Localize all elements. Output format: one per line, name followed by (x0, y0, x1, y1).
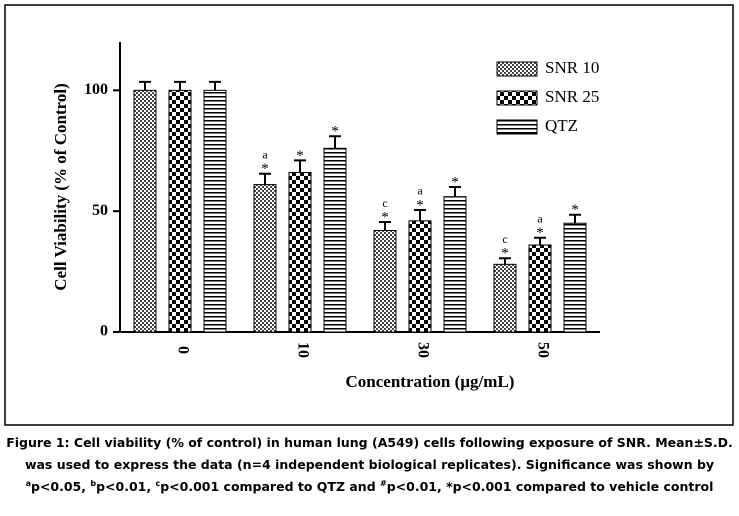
caption-superscript: # (380, 478, 387, 488)
error-bar (379, 221, 391, 231)
legend-swatch (496, 61, 538, 77)
x-tick-label: 0 (174, 346, 191, 354)
error-bar (534, 236, 546, 245)
bar (373, 230, 397, 333)
significance-label: c (502, 232, 507, 246)
bar (493, 263, 517, 333)
significance-label: * (416, 197, 424, 213)
significance-label: * (451, 174, 459, 190)
significance-label: * (501, 246, 509, 262)
y-axis-label: Cell Viability (% of Control) (51, 83, 70, 290)
error-bar (569, 213, 581, 224)
caption: Figure 1: Cell viability (% of control) … (4, 432, 735, 498)
error-bar (294, 159, 306, 173)
caption-text: p<0.001 compared to QTZ and (160, 479, 380, 494)
legend-swatch (496, 119, 538, 135)
bar (253, 184, 277, 333)
bar (563, 222, 587, 333)
frame (4, 4, 734, 426)
caption-superscript: b (90, 478, 97, 488)
bar (133, 89, 157, 333)
bar (288, 172, 312, 333)
significance-label: * (381, 209, 389, 225)
legend-label: QTZ (545, 116, 578, 135)
significance-label: a (537, 212, 543, 226)
legend-label: SNR 25 (545, 87, 599, 106)
significance-label: a (417, 184, 423, 198)
caption-text: p<0.01, (96, 479, 156, 494)
error-bar (174, 80, 186, 91)
legend-label: SNR 10 (545, 58, 599, 77)
chart: Concentration (µg/mL) Cell Viability (% … (4, 4, 734, 426)
bar (408, 220, 432, 333)
significance-label: * (261, 161, 269, 177)
x-tick-label: 50 (534, 342, 551, 358)
caption-text: Figure 1: Cell viability (% of control) … (6, 435, 733, 472)
error-bar (139, 80, 151, 91)
error-bar (449, 186, 461, 197)
bar (168, 89, 192, 333)
caption-text: p<0.05, (30, 479, 91, 494)
bar (203, 89, 227, 333)
y-tick-label: 0 (100, 323, 108, 340)
legend-swatch (496, 90, 538, 106)
caption-superscript: a (25, 478, 31, 488)
error-bar (414, 208, 426, 221)
bar (443, 196, 467, 333)
caption-superscript: c (155, 478, 161, 488)
significance-label: c (382, 196, 387, 210)
error-bar (499, 257, 511, 265)
x-tick-label: 10 (294, 342, 311, 358)
bar (528, 244, 552, 333)
significance-label: * (536, 225, 544, 241)
significance-label: a (262, 147, 268, 161)
error-bar (259, 172, 271, 185)
bar (323, 147, 347, 333)
y-tick-label: 100 (84, 81, 108, 98)
significance-label: * (571, 202, 579, 218)
error-bar (209, 80, 221, 91)
error-bar (329, 135, 341, 149)
x-axis-label: Concentration (µg/mL) (346, 372, 515, 391)
caption-text: p<0.01, *p<0.001 compared to vehicle con… (386, 479, 714, 494)
x-tick-label: 30 (414, 342, 431, 358)
significance-label: * (331, 124, 339, 140)
y-tick-label: 50 (92, 202, 108, 219)
significance-label: * (296, 148, 304, 164)
